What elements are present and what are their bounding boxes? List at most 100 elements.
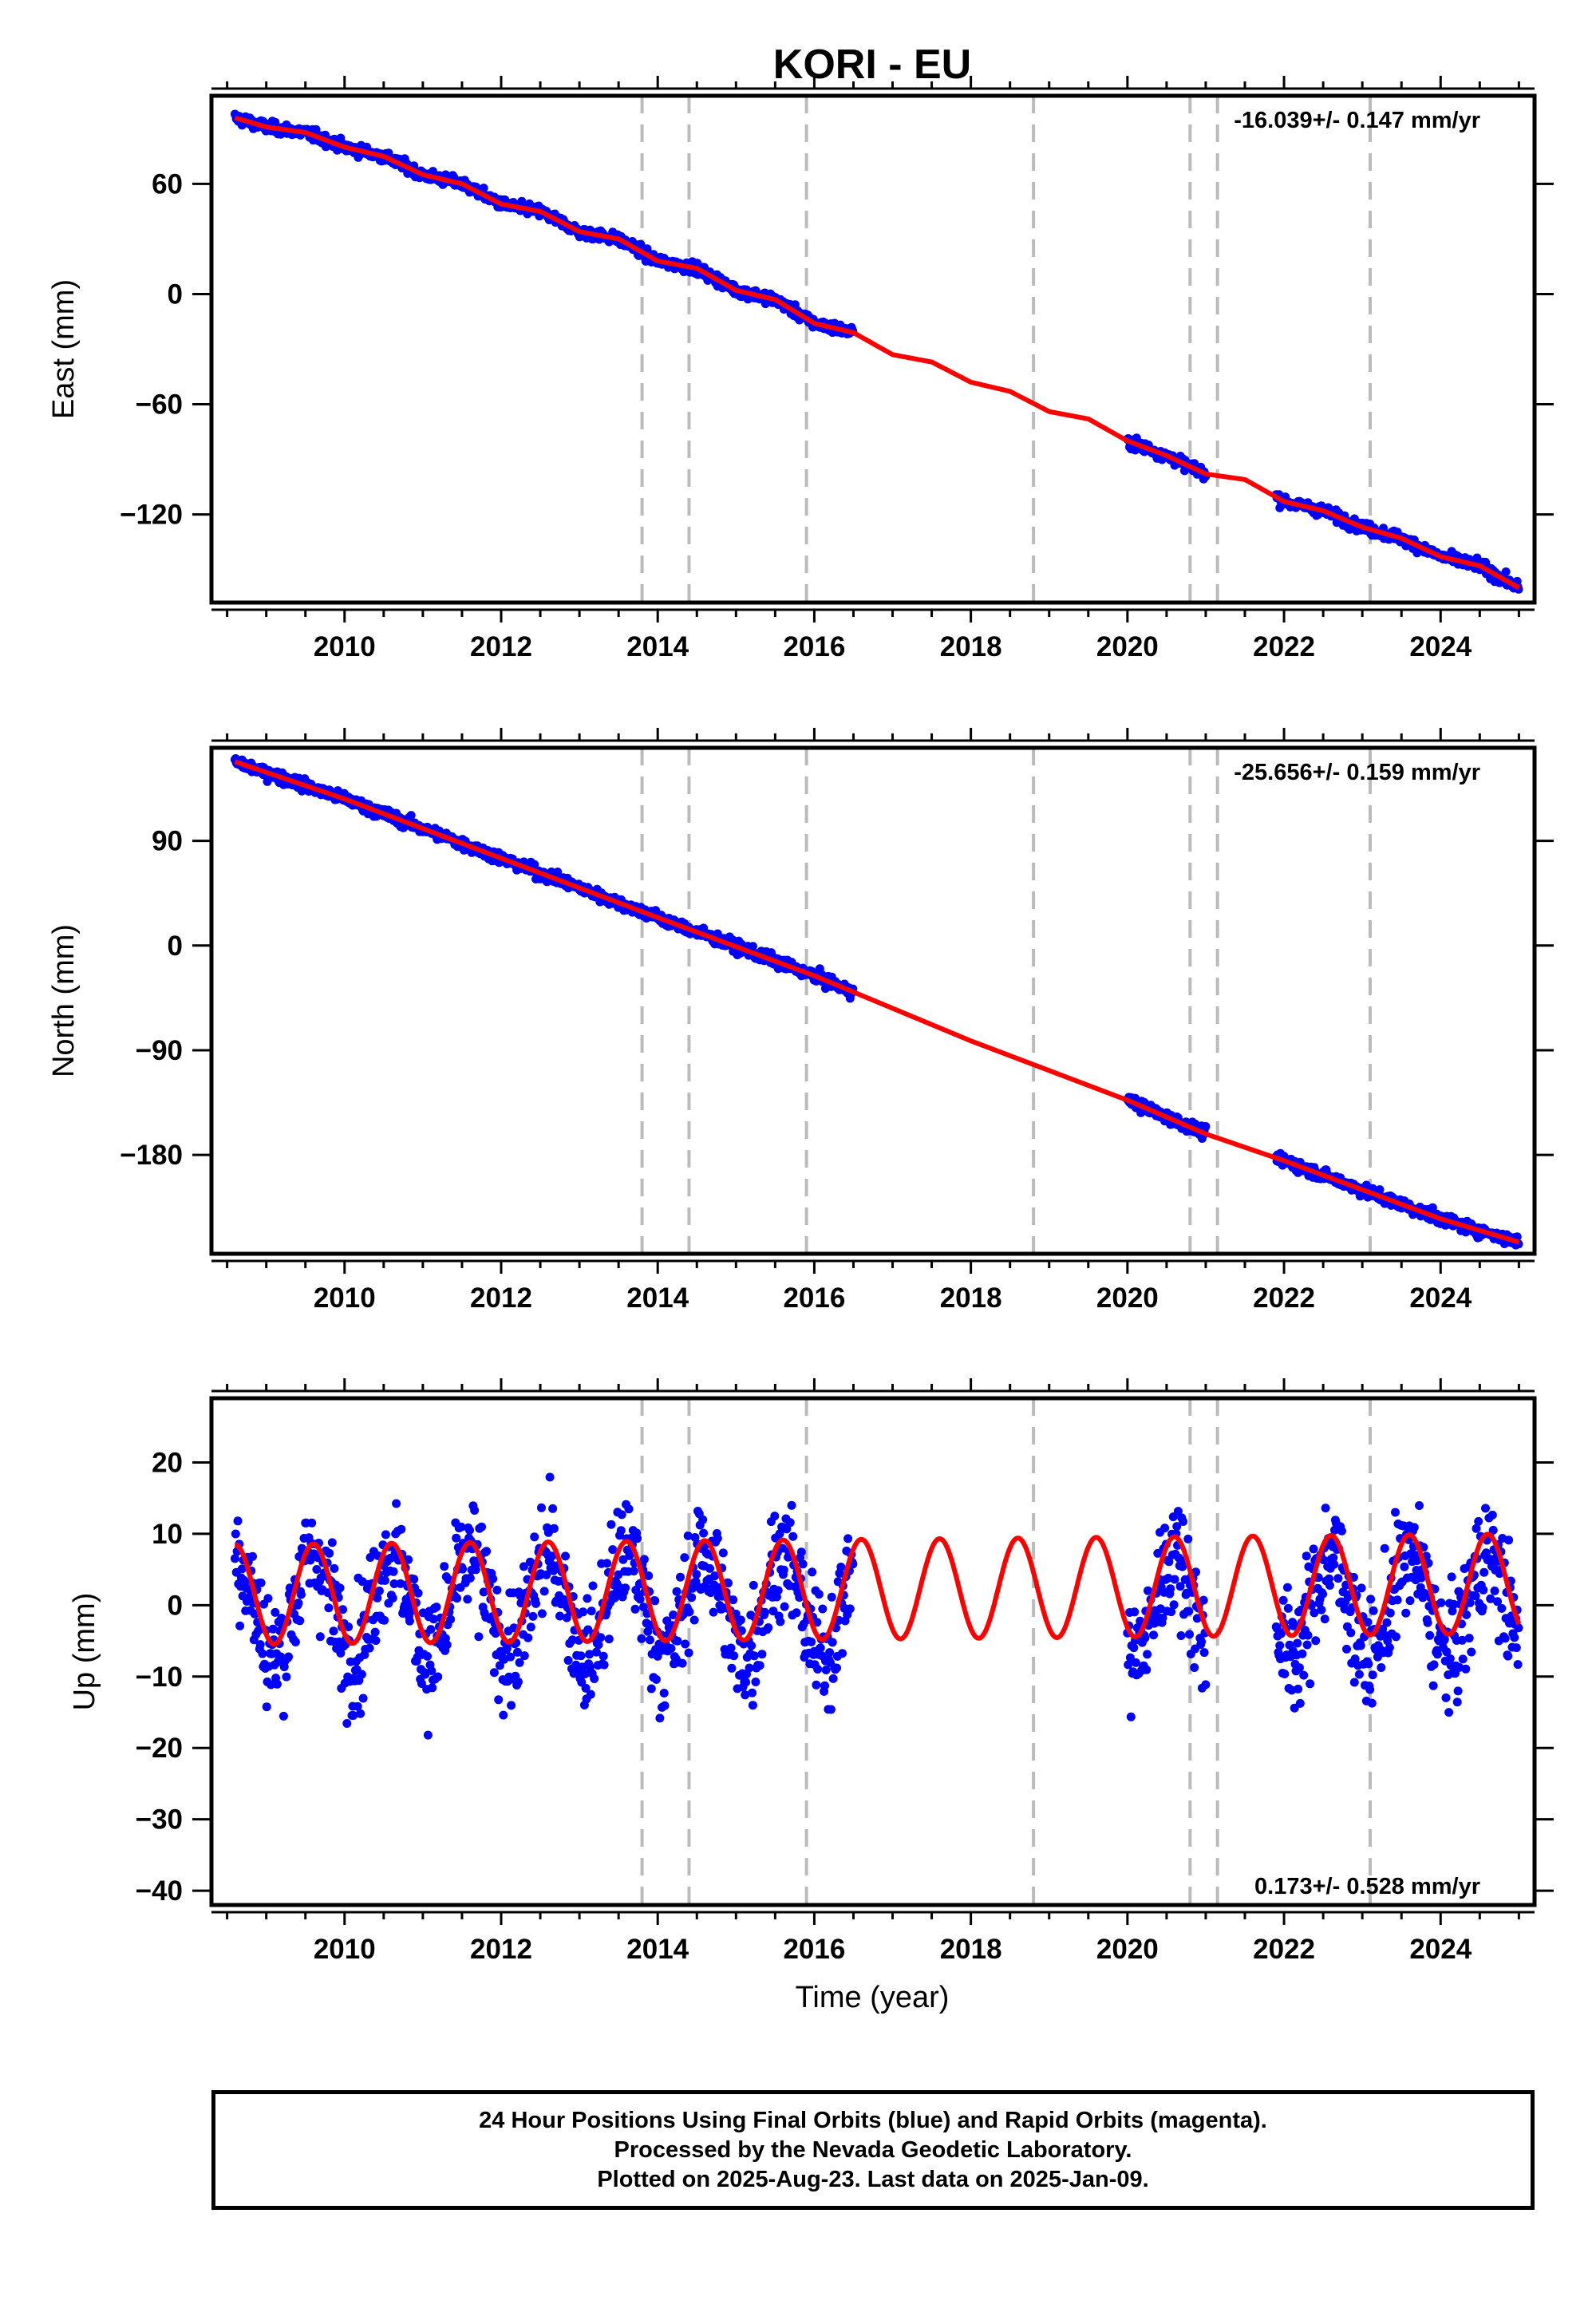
up-observation-point [749, 1651, 759, 1661]
up-observation-point [770, 1512, 780, 1521]
up-observation-point [433, 1672, 443, 1682]
up-observation-point [523, 1633, 533, 1642]
up-observation-point [587, 1607, 596, 1616]
up-observation-point [673, 1636, 682, 1646]
east-y-tick-label: −60 [136, 389, 183, 421]
up-observation-point [646, 1684, 656, 1694]
up-observation-point [1302, 1551, 1311, 1561]
up-observation-point [1380, 1543, 1389, 1553]
up-observation-point [757, 1650, 767, 1659]
up-observation-point [588, 1581, 598, 1591]
up-observation-point [814, 1590, 824, 1599]
up-observation-point [1317, 1605, 1326, 1614]
east-panel: 2010 2012 2014 2016 2018 2020 2022 2024 60 0 −60 −1… [47, 76, 1554, 662]
up-observation-point [499, 1710, 508, 1720]
up-observation-point [666, 1644, 676, 1653]
footer-line-3: Plotted on 2025-Aug-23. Last data on 202… [597, 2166, 1149, 2192]
up-observation-point [1160, 1524, 1170, 1533]
up-observation-point [1367, 1698, 1377, 1708]
up-observation-point [1190, 1663, 1199, 1672]
east-plot-area [230, 96, 1523, 603]
east-observation-point [311, 124, 321, 134]
up-observation-point [428, 1683, 437, 1693]
up-observation-point [413, 1588, 423, 1598]
up-observation-point [821, 1666, 831, 1674]
up-observation-point [1401, 1608, 1411, 1618]
up-observation-point [1318, 1589, 1327, 1599]
up-observation-point [676, 1572, 685, 1582]
up-observation-point [1474, 1516, 1483, 1526]
up-plot-area [230, 1398, 1523, 1905]
up-observation-point [1302, 1640, 1312, 1650]
east-y-tick-label: 0 [168, 279, 183, 310]
up-observation-point [1184, 1607, 1194, 1616]
up-observation-point [307, 1518, 317, 1528]
up-observation-point [843, 1534, 853, 1543]
up-observation-point [1447, 1572, 1456, 1582]
up-observation-point [749, 1580, 758, 1590]
up-observation-point [452, 1533, 461, 1543]
up-observation-point [646, 1635, 654, 1645]
up-observation-point [1462, 1610, 1472, 1619]
up-observation-point [602, 1559, 612, 1568]
up-observation-point [494, 1695, 504, 1705]
up-observation-point [563, 1656, 573, 1665]
north-y-tick-label: −180 [120, 1140, 183, 1171]
up-observation-point [660, 1701, 670, 1710]
up-observation-point [816, 1643, 825, 1653]
up-observation-point [1436, 1598, 1446, 1607]
north-y-tick-label: 90 [152, 826, 183, 857]
up-observation-point [537, 1609, 547, 1618]
up-observation-point [342, 1719, 352, 1728]
up-observation-point [426, 1625, 436, 1634]
up-observation-point [606, 1520, 616, 1529]
up-observation-point [1453, 1686, 1463, 1696]
up-observation-point [389, 1567, 398, 1576]
north-x-tick-label: 2012 [470, 1282, 532, 1314]
up-observation-point [526, 1622, 535, 1632]
up-x-tick-label: 2024 [1409, 1934, 1472, 1965]
up-observation-point [1282, 1583, 1292, 1592]
east-x-tick-label: 2020 [1096, 631, 1159, 662]
up-observation-point [792, 1608, 801, 1618]
up-observation-point [1405, 1596, 1415, 1606]
up-observation-point [709, 1607, 718, 1617]
east-y-axis-label: East (mm) [47, 279, 81, 419]
up-observation-point [335, 1583, 345, 1593]
north-y-tick-label: −90 [136, 1035, 183, 1066]
up-observation-point [773, 1586, 783, 1595]
up-observation-point [1303, 1630, 1313, 1640]
up-y-tick-label: 10 [152, 1519, 183, 1550]
up-observation-point [1170, 1575, 1179, 1584]
up-observation-point [1354, 1670, 1364, 1679]
up-observation-point [650, 1596, 660, 1606]
north-x-tick-label: 2018 [940, 1282, 1002, 1314]
up-observation-point [1385, 1643, 1394, 1652]
up-observation-point [452, 1594, 462, 1603]
up-observation-point [729, 1651, 739, 1661]
up-observation-point [1385, 1608, 1395, 1618]
up-observation-point [751, 1678, 760, 1686]
up-observation-dots [230, 1472, 1523, 1740]
up-observation-point [689, 1615, 699, 1625]
east-x-tick-label: 2022 [1253, 631, 1315, 662]
up-observation-point [1429, 1660, 1439, 1670]
up-observation-point [586, 1690, 595, 1699]
up-observation-point [1478, 1603, 1487, 1612]
up-observation-point [1487, 1510, 1497, 1520]
up-observation-point [1393, 1595, 1402, 1605]
up-observation-point [539, 1587, 549, 1596]
up-observation-point [1479, 1585, 1488, 1595]
up-observation-point [1391, 1508, 1400, 1517]
up-observation-point [787, 1500, 796, 1510]
up-observation-point [579, 1607, 588, 1617]
up-observation-point [629, 1567, 638, 1576]
up-observation-point [1510, 1633, 1519, 1642]
up-observation-point [760, 1607, 769, 1617]
north-observation-point [406, 811, 416, 820]
up-frame [209, 1396, 1537, 1907]
up-observation-point [1368, 1670, 1377, 1680]
up-x-tick-label: 2010 [314, 1934, 376, 1965]
up-observation-point [1275, 1641, 1285, 1650]
up-observation-point [423, 1730, 433, 1740]
